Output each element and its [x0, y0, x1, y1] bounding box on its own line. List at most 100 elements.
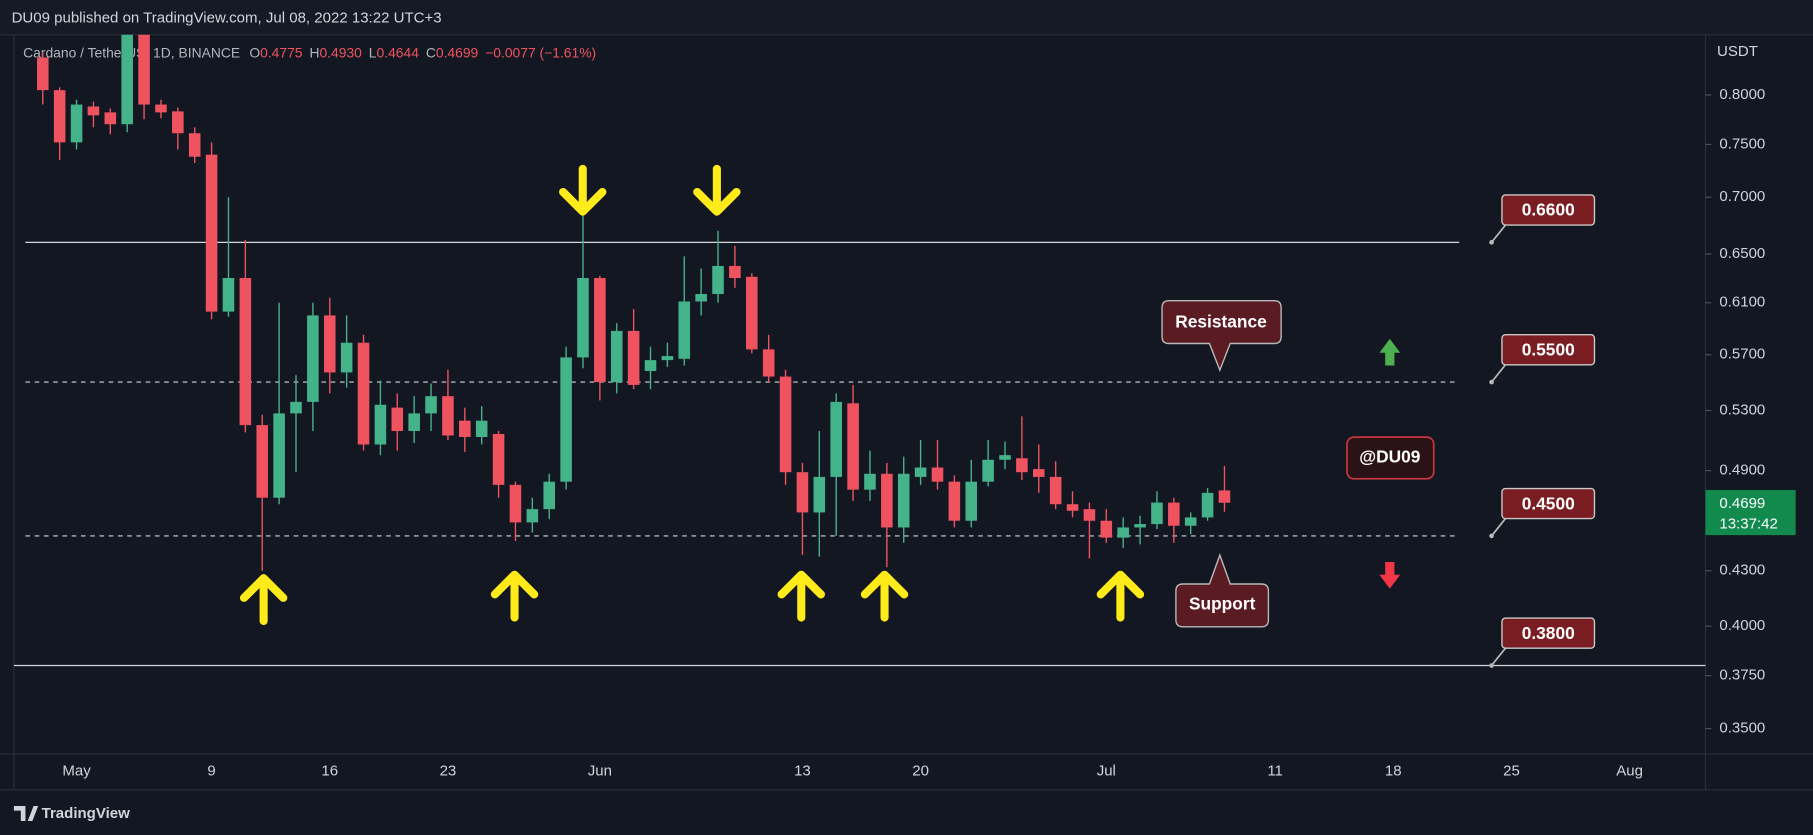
up-signal — [1379, 338, 1401, 366]
candle-body — [205, 154, 218, 312]
y-tick-label: 0.4000 — [1719, 617, 1765, 634]
footer: TradingView — [13, 805, 130, 822]
candle-body — [1100, 520, 1113, 538]
candle-body — [847, 403, 859, 490]
y-tick-label: 0.5300 — [1719, 401, 1765, 418]
ohlc-key: O — [249, 44, 260, 60]
candle-body — [1016, 458, 1028, 473]
x-tick-label: Aug — [1616, 762, 1643, 779]
level-pointer — [1490, 224, 1507, 243]
candle-body — [678, 301, 691, 359]
ohlc: O0.4775 H0.4930 L0.4644 C0.4699 — [249, 44, 478, 60]
candle-body — [408, 413, 420, 432]
x-tick-label: 9 — [207, 762, 215, 779]
level-anchor — [1489, 240, 1494, 245]
signal-arrow — [693, 164, 741, 216]
candle-body — [779, 376, 792, 473]
candle-body — [155, 104, 167, 113]
candle-body — [1117, 527, 1129, 538]
candle-body — [796, 472, 809, 513]
candle-body — [459, 420, 471, 437]
candle-body — [644, 360, 657, 372]
axis-unit: USDT — [1717, 43, 1758, 60]
callout-text: Support — [1189, 593, 1256, 613]
watermark-frame — [1346, 436, 1435, 480]
signal-arrow — [239, 574, 288, 626]
candle-body — [729, 265, 741, 279]
candle-body — [188, 133, 201, 157]
candle-body — [543, 481, 555, 510]
candle-body — [577, 278, 589, 358]
candle-body — [1134, 524, 1146, 528]
signal-arrow — [860, 570, 909, 622]
candle-body — [1066, 504, 1079, 511]
level-label: 0.4500 — [1522, 493, 1575, 513]
candle-body — [526, 509, 539, 523]
candle-body — [290, 401, 302, 414]
y-tick-label: 0.6500 — [1719, 245, 1765, 262]
level-anchor — [1489, 663, 1494, 668]
level-box — [1501, 617, 1596, 649]
callout-box — [1175, 553, 1270, 628]
candle-body — [914, 467, 927, 477]
level-anchor — [1489, 533, 1494, 539]
x-tick-label: 18 — [1385, 762, 1402, 779]
header-strip — [0, 0, 1813, 35]
x-tick-label: Jul — [1097, 762, 1116, 779]
candle-body — [121, 34, 133, 125]
candle-body — [442, 396, 454, 436]
candle-body — [746, 276, 758, 350]
candle-body — [509, 484, 522, 523]
last-price-box — [1705, 490, 1796, 536]
y-tick-label: 0.4300 — [1719, 562, 1765, 579]
level-box — [1501, 487, 1596, 520]
candle-body — [1032, 469, 1045, 477]
candle-body — [661, 356, 674, 361]
watermark-box: @DU09 — [1346, 436, 1435, 480]
level-label: 0.6600 — [1522, 200, 1575, 220]
x-tick-label: May — [62, 762, 91, 779]
candle-body — [307, 315, 319, 402]
brand-name: TradingView — [42, 805, 130, 822]
y-tick-label: 0.6100 — [1719, 294, 1765, 311]
candle-body — [1184, 517, 1197, 526]
candle-body — [1201, 492, 1214, 518]
y-tick-label: 0.7000 — [1719, 188, 1765, 205]
candle-body — [391, 407, 404, 432]
callout-text: Resistance — [1175, 311, 1267, 331]
ohlc-value: 0.4699 — [436, 44, 479, 60]
candle-body — [1083, 509, 1096, 521]
candle-body — [560, 357, 572, 482]
candle-body — [594, 278, 606, 383]
candle-body — [1168, 502, 1180, 526]
candle-body — [813, 476, 826, 513]
candle-body — [222, 278, 235, 312]
y-tick-label: 0.3750 — [1719, 667, 1765, 684]
candle-body — [897, 473, 910, 528]
candle-body — [864, 473, 876, 490]
candle-body — [610, 330, 623, 383]
candle-body — [830, 401, 842, 477]
candle-body — [1218, 490, 1231, 503]
y-tick-label: 0.3500 — [1719, 720, 1765, 737]
candle-body — [104, 112, 117, 125]
countdown-label: 13:37:42 — [1719, 516, 1777, 533]
candle-body — [239, 278, 252, 426]
candle-body — [948, 481, 961, 521]
candle-body — [762, 349, 775, 377]
y-tick-label: 0.4900 — [1719, 462, 1765, 479]
x-tick-label: 16 — [321, 762, 338, 779]
candle-body — [695, 294, 707, 302]
level-box — [1501, 194, 1596, 226]
ohlc-value: 0.4930 — [319, 44, 362, 60]
candle-body — [475, 420, 488, 437]
y-tick-label: 0.5700 — [1719, 346, 1765, 363]
brand-logo — [13, 806, 39, 822]
candle-body — [712, 265, 724, 295]
candle-body — [340, 342, 353, 373]
candle-body — [492, 433, 505, 485]
level-pointer — [1490, 364, 1507, 383]
candle-body — [965, 481, 978, 521]
candle-body — [357, 342, 370, 445]
